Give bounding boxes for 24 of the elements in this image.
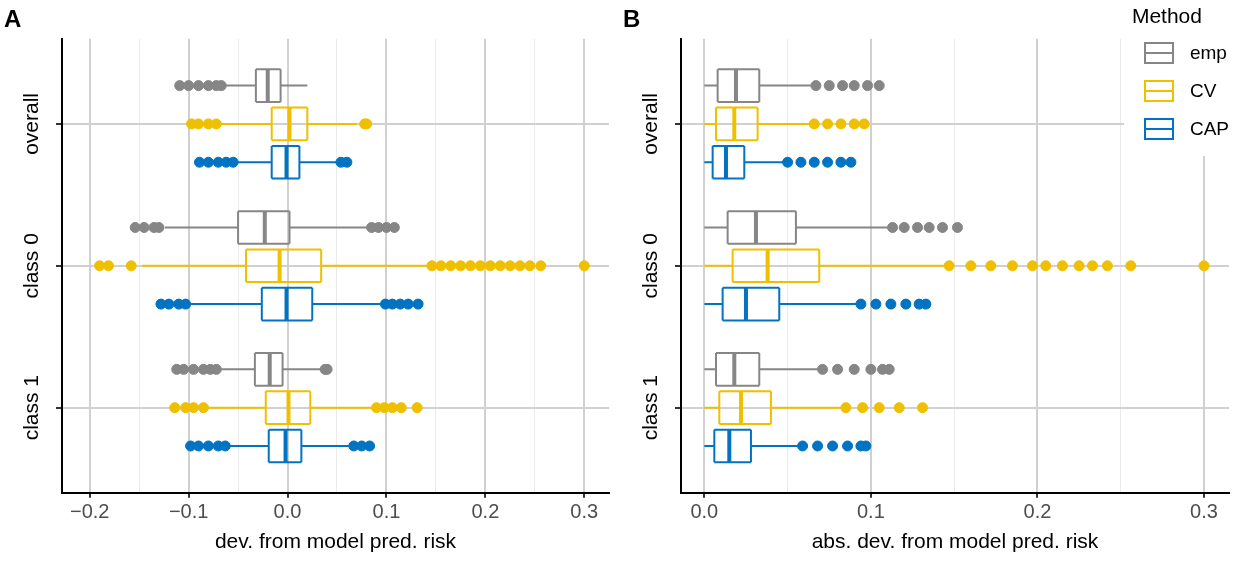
y-tick-label: overall — [18, 92, 42, 155]
y-tick-label: class 1 — [637, 375, 661, 441]
y-tick-label: overall — [637, 92, 661, 155]
x-axis-title: dev. from model pred. risk — [214, 529, 457, 553]
x-tick-label: −0.1 — [168, 500, 209, 523]
x-tick-label: 0.0 — [273, 500, 302, 523]
x-tick-label: 0.2 — [471, 500, 500, 523]
chart-title: A — [4, 5, 22, 33]
y-tick-label: class 1 — [18, 375, 42, 441]
legend-label: CAP — [1189, 118, 1229, 140]
x-tick-label: 0.0 — [690, 500, 719, 523]
y-tick-label: class 0 — [637, 233, 661, 299]
chart-title: B — [623, 5, 641, 33]
legend-title: Method — [1131, 4, 1203, 28]
y-tick-label: class 0 — [18, 233, 42, 299]
x-tick-label: 0.3 — [570, 500, 599, 523]
x-tick-label: 0.3 — [1190, 500, 1218, 523]
x-tick-label: 0.1 — [372, 500, 401, 523]
x-tick-label: 0.1 — [856, 500, 885, 523]
x-tick-label: 0.2 — [1023, 500, 1052, 523]
x-tick-label: −0.2 — [69, 500, 110, 523]
legend-label: emp — [1189, 42, 1227, 64]
legend-label: CV — [1189, 80, 1217, 102]
x-axis-title: abs. dev. from model pred. risk — [811, 529, 1099, 553]
